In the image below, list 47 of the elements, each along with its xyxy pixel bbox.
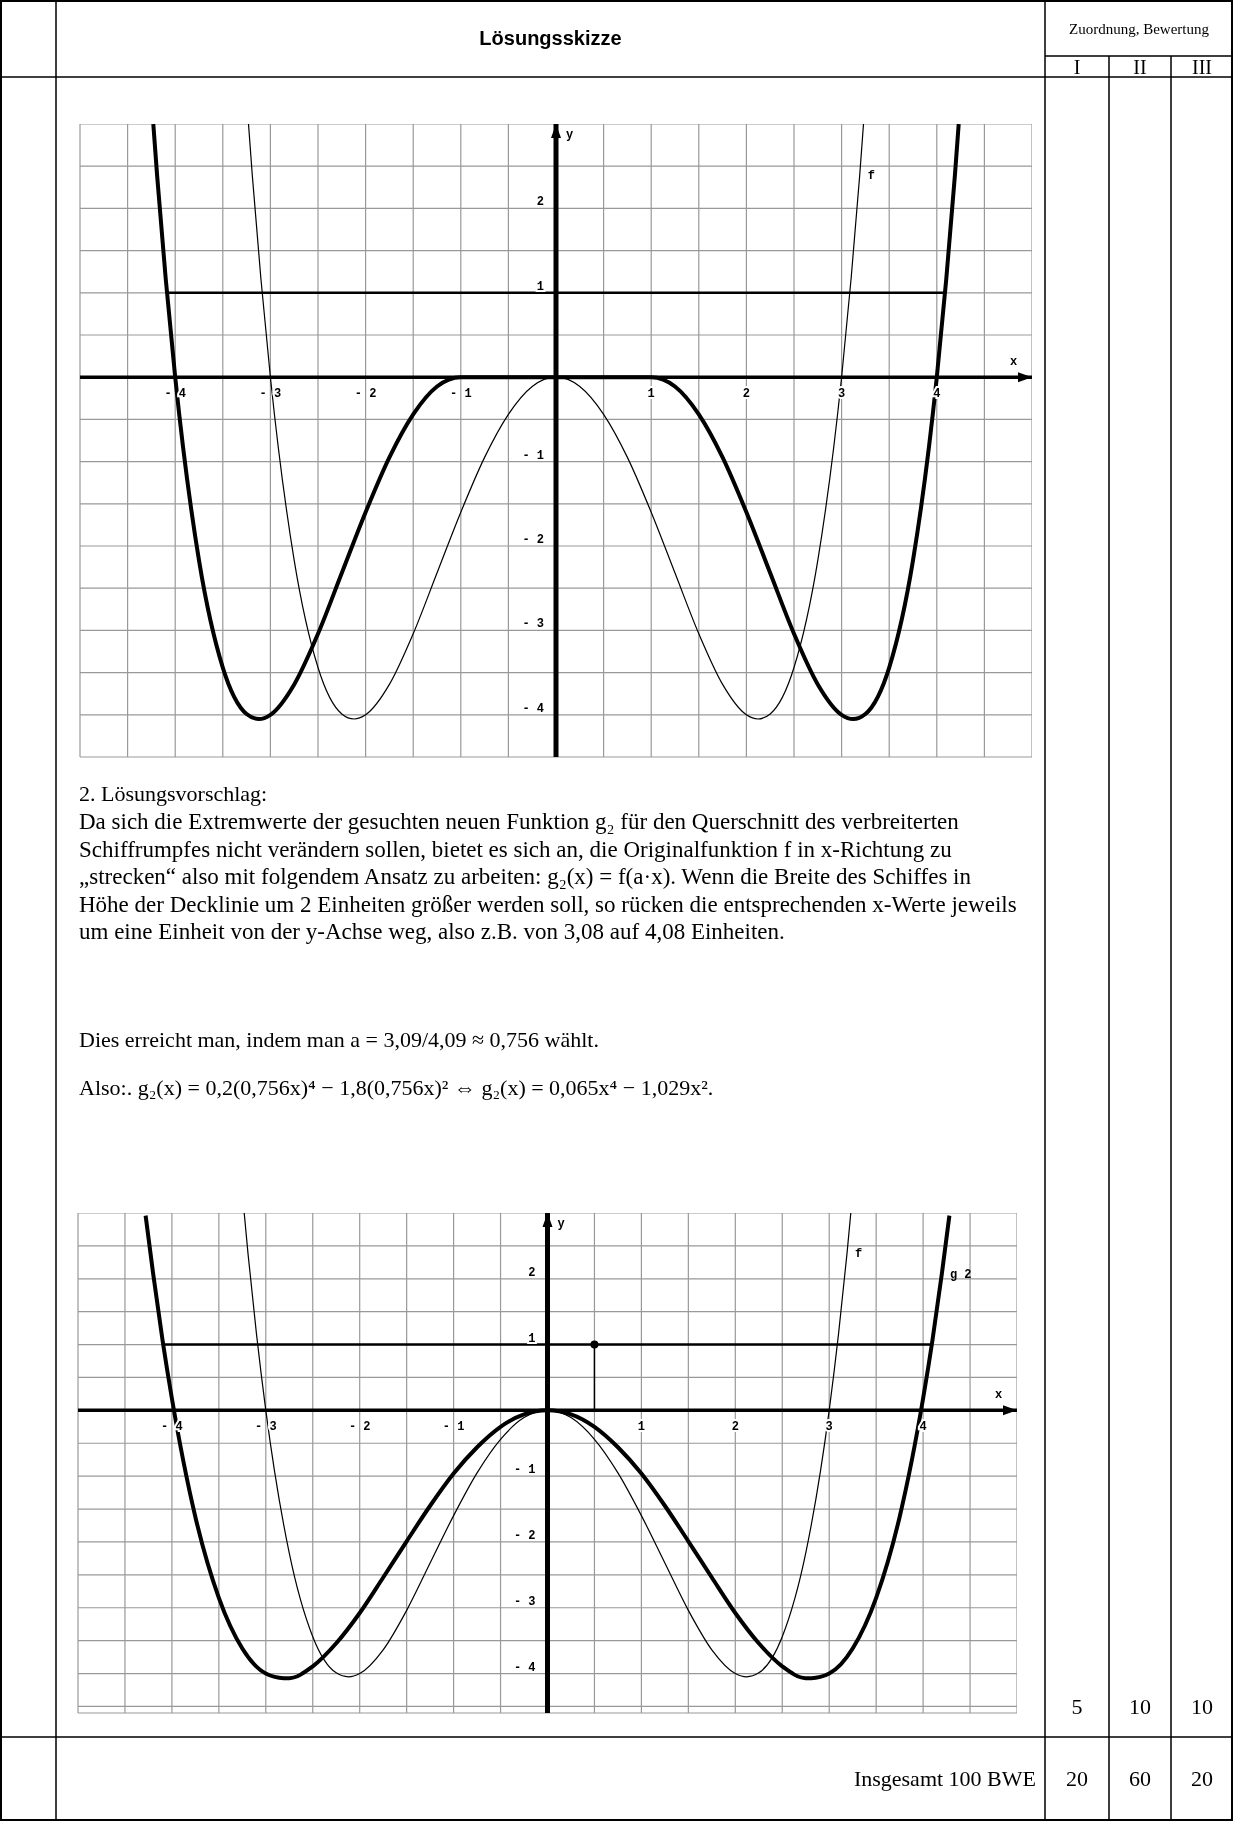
y-tick-label: 1 (536, 279, 544, 294)
y-tick-label: - 1 (522, 448, 544, 463)
x-tick-label: - 1 (442, 1420, 465, 1435)
text: Insgesamt 100 BWE (853, 1766, 1036, 1792)
y-tick-label: - 2 (522, 533, 544, 547)
x-tick-label: 2 (742, 387, 750, 402)
y-tick-label: - 3 (522, 617, 544, 632)
x-tick-label: - 3 (255, 1420, 277, 1435)
text: 5 (1071, 1694, 1083, 1720)
y-tick-label: - 2 (513, 1528, 536, 1543)
text: 10 (1191, 1694, 1213, 1720)
y-axis-title: y (566, 128, 574, 142)
text: Zuordnung, Bewertung (1069, 20, 1209, 38)
series-label: g 2 (949, 1267, 972, 1282)
y-tick-label: - 3 (513, 1594, 536, 1609)
text: II (1133, 55, 1147, 79)
y-tick-label: 1 (528, 1331, 536, 1346)
y-axis-title: y (557, 1217, 565, 1231)
text: 20 (1066, 1766, 1088, 1792)
y-tick-label: 2 (536, 195, 544, 210)
x-tick-label: 1 (637, 1420, 645, 1435)
x-tick-label: - 2 (348, 1420, 371, 1435)
text: 20 (1191, 1766, 1213, 1792)
x-tick-label: - 3 (259, 387, 282, 402)
x-tick-label: 2 (731, 1420, 739, 1435)
x-tick-label: - 1 (450, 387, 472, 402)
text: 60 (1129, 1766, 1151, 1792)
y-tick-label: - 1 (513, 1463, 536, 1478)
x-tick-label: 1 (647, 387, 655, 402)
series-label: f (867, 169, 875, 184)
text: I (1073, 55, 1081, 79)
x-axis-title: x (995, 1388, 1003, 1403)
x-tick-label: - 4 (164, 387, 186, 402)
x-tick-label: - 2 (354, 387, 377, 402)
y-tick-label: 2 (528, 1265, 536, 1280)
text: Also:. g₂(x) = 0,2(0,756x)⁴ − 1,8(0,756x)² ⇔ g₂(x) = 0,065x⁴ − 1,029x². (79, 1075, 714, 1101)
y-tick-label: - 4 (513, 1660, 536, 1675)
y-tick-label: - 4 (522, 701, 544, 716)
text: 2. Lösungsvorschlag: (79, 781, 268, 807)
text: Dies erreicht man, indem man a = 3,09/4,09 ≈ 0,756 wählt. (79, 1027, 599, 1053)
x-axis-title: x (1010, 355, 1018, 370)
text: Da sich die Extremwerte der gesuchten neuen Funktion g₂ für den Querschnitt des verbreiterten Schiffrumpfes nicht verändern sollen, bietet es sich an, die Originalfunktion f in x-Richtung zu „strecken“ also mit folgendem Ansatz zu arbeiten: g₂(x) = f(a·x). Wenn die Breite des Schiffes in Höhe der Decklinie um 2 Einheiten größer werden soll, so rücken die entsprechenden x-Werte jeweils um eine Einheit von der y-Achse weg, also z.B. von 3,08 auf 4,08 Einheiten. (79, 808, 1018, 946)
text: 10 (1129, 1694, 1151, 1720)
series-label: f (855, 1247, 863, 1262)
text: Lösungsskizze (479, 26, 622, 50)
text: III (1192, 55, 1212, 79)
x-tick-label: 4 (919, 1420, 927, 1435)
